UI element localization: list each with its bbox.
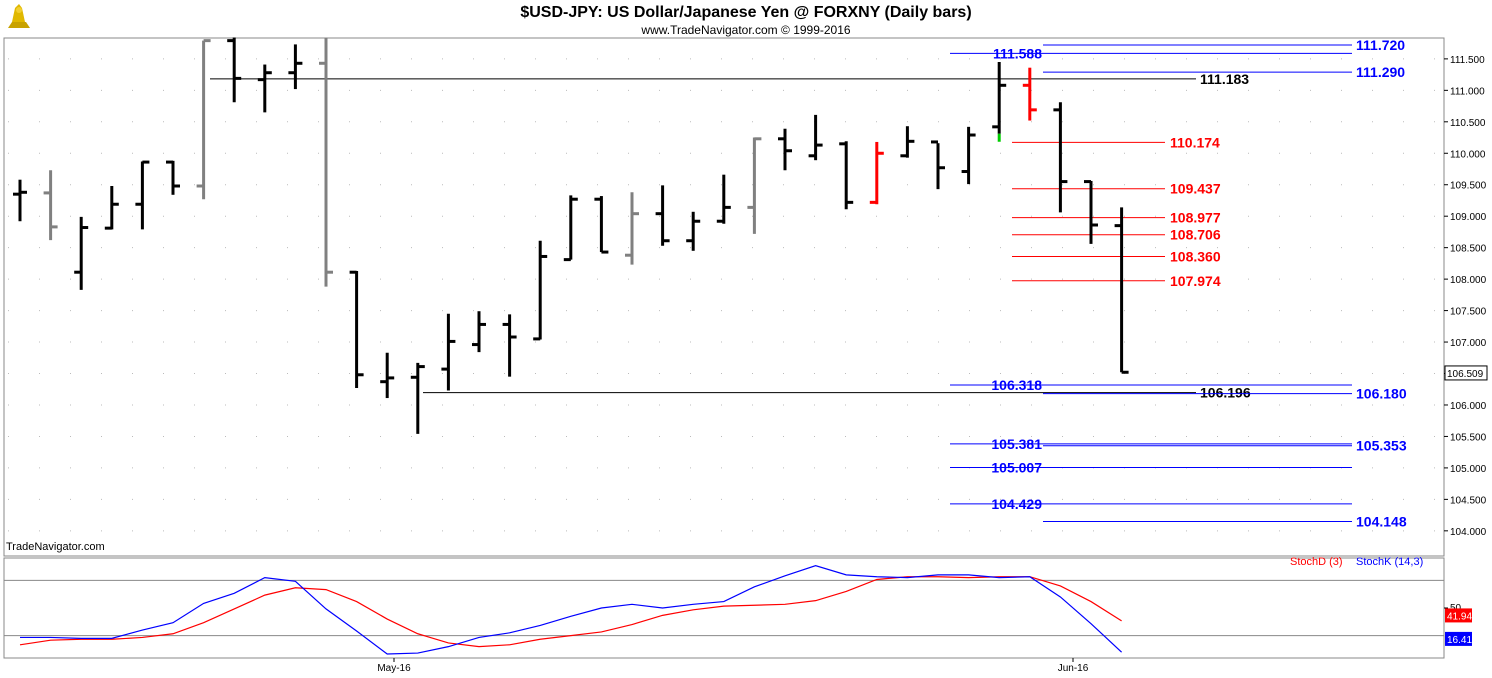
last-price-box	[1444, 365, 1488, 381]
ohlc-bar	[1022, 67, 1037, 121]
y-tick-label: 111.500	[1450, 55, 1485, 66]
level-label: 108.706	[1170, 227, 1221, 243]
ohlc-bar	[961, 126, 976, 185]
y-tick-label: 108.500	[1450, 244, 1487, 255]
ohlc-bar	[441, 313, 456, 391]
ohlc-bar	[288, 44, 303, 90]
ohlc-bar	[1053, 102, 1068, 213]
ohlc-bar	[1114, 207, 1129, 374]
level-label: 106.196	[1200, 385, 1251, 401]
legend-stochk: StochK (14,3)	[1356, 556, 1423, 568]
last-price-label: 106.509	[1447, 369, 1484, 380]
level-label: 105.353	[1356, 438, 1407, 454]
chart-title: $USD-JPY: US Dollar/Japanese Yen @ FORXN…	[520, 4, 971, 21]
ohlc-bar	[410, 362, 425, 434]
ohlc-bar	[257, 64, 272, 113]
price-panel: 111.500 111.000 110.500 110.000 109.500 109.0…	[3, 37, 1488, 557]
ohlc-bar	[716, 174, 731, 224]
y-tick-label: 109.500	[1450, 181, 1487, 192]
ohlc-bar	[900, 126, 915, 158]
level-label: 105.007	[991, 459, 1042, 475]
level-label: 108.977	[1170, 210, 1221, 226]
tradenavigator-logo-icon	[8, 4, 30, 28]
x-label-jun: Jun-16	[1058, 663, 1089, 674]
ohlc-bar	[808, 114, 823, 161]
level-label: 107.974	[1170, 273, 1221, 289]
ohlc-bar	[166, 160, 180, 195]
level-label: 104.429	[991, 496, 1042, 512]
ohlc-bar	[43, 170, 58, 241]
level-label: 109.437	[1170, 181, 1221, 197]
x-label-may: May-16	[377, 663, 411, 674]
ohlc-bar	[227, 37, 242, 103]
ohlc-bar	[869, 141, 884, 205]
ohlc-bar	[778, 128, 792, 171]
y-tick-label: 105.500	[1450, 432, 1487, 443]
chart-subtitle: www.TradeNavigator.com © 1999-2016	[640, 23, 850, 37]
level-label: 106.180	[1356, 386, 1407, 402]
ohlc-bar	[839, 141, 854, 210]
ohlc-bar	[1084, 180, 1098, 244]
watermark: TradeNavigator.com	[6, 541, 105, 553]
y-tick-label: 107.000	[1450, 338, 1487, 349]
ohlc-bar	[135, 160, 150, 230]
level-label: 105.381	[991, 436, 1042, 452]
stochk-last-box	[1445, 631, 1472, 646]
y-tick-label: 104.500	[1450, 495, 1487, 506]
level-label: 110.174	[1170, 134, 1220, 150]
ohlc-bar	[196, 39, 211, 200]
ohlc-bar	[319, 37, 333, 287]
ohlc-bar	[533, 240, 548, 341]
ohlc-bar	[625, 192, 639, 265]
level-label: 104.148	[1356, 514, 1407, 530]
y-tick-label: 111.000	[1450, 86, 1485, 97]
stochk-last-label: 16.41	[1447, 635, 1472, 646]
y-tick-label: 110.500	[1450, 118, 1486, 129]
ohlc-bar	[594, 196, 609, 254]
ohlc-bar	[931, 140, 945, 190]
ohlc-bar	[686, 211, 701, 251]
level-label: 111.183	[1200, 71, 1249, 87]
y-tick-label: 107.500	[1450, 307, 1487, 318]
stochd-last-box	[1445, 608, 1472, 623]
ohlc-bar	[563, 195, 578, 262]
ohlc-bar	[380, 352, 395, 399]
y-tick-label: 109.000	[1450, 212, 1487, 223]
ohlc-bar	[655, 185, 670, 246]
ohlc-bar	[992, 62, 1007, 142]
ohlc-bar	[472, 311, 486, 353]
ohlc-bar	[74, 216, 89, 290]
ohlc-bar	[104, 185, 119, 230]
stochk-line	[20, 565, 1123, 655]
y-tick-label: 106.000	[1450, 401, 1487, 412]
ohlc-bar	[349, 270, 364, 388]
ohlc-bar	[747, 137, 762, 234]
level-label: 108.360	[1170, 248, 1221, 264]
stochd-line	[19, 576, 1122, 648]
y-tick-label: 104.000	[1450, 527, 1487, 538]
level-label: 111.720	[1356, 37, 1405, 53]
level-label: 111.290	[1356, 64, 1405, 80]
ohlc-bar	[502, 314, 517, 377]
y-tick-label: 105.000	[1450, 464, 1487, 475]
x-axis: May-16 Jun-16	[377, 658, 1089, 674]
level-label: 111.588	[993, 45, 1042, 61]
legend-stochd: StochD (3)	[1290, 556, 1343, 568]
y-tick-label: 110.000	[1450, 149, 1486, 160]
ohlc-bar	[13, 179, 27, 222]
level-label: 106.318	[991, 377, 1042, 393]
y-tick-label: 108.000	[1450, 275, 1487, 286]
stochd-last-label: 41.94	[1447, 611, 1472, 622]
